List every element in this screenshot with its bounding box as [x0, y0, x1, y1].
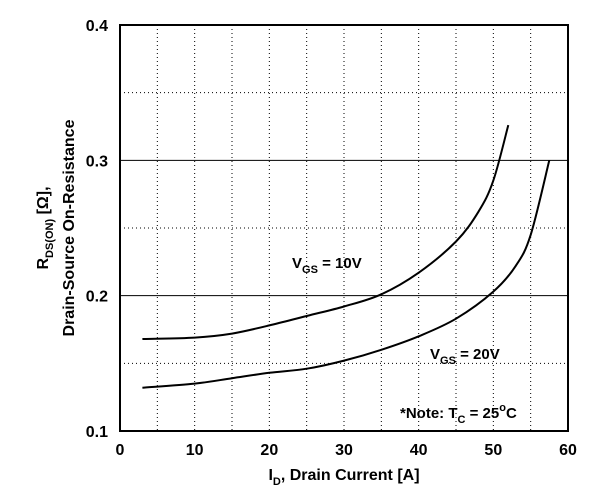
grid: [120, 25, 568, 431]
x-axis-title: ID, Drain Current [A]: [268, 467, 419, 488]
y-tick-labels: 0.1 0.2 0.3 0.4: [86, 18, 108, 441]
x-tick-label: 50: [484, 442, 502, 459]
x-tick-label: 60: [559, 442, 577, 459]
y-tick-label: 0.3: [86, 153, 108, 170]
note-annotation: *Note: TC = 25oC: [400, 402, 517, 426]
curve-vgs-10v: [142, 124, 510, 340]
y-axis-title-line1: RDS(ON) [Ω],: [35, 186, 56, 269]
series-label-vgs-10v: VGS = 10V: [292, 255, 362, 276]
y-tick-label: 0.1: [86, 424, 108, 441]
y-tick-label: 0.4: [86, 18, 108, 35]
x-tick-label: 20: [260, 442, 278, 459]
x-tick-label: 0: [116, 442, 125, 459]
series-label-vgs-20v: VGS = 20V: [430, 346, 500, 367]
plot-frame: [119, 24, 569, 432]
y-tick-label: 0.2: [86, 289, 108, 306]
curve-vgs-20v: [142, 160, 551, 389]
x-tick-label: 10: [186, 442, 204, 459]
y-axis-title-line2: Drain-Source On-Resistance: [61, 119, 78, 336]
curves: [142, 124, 551, 389]
x-tick-label: 40: [410, 442, 428, 459]
x-tick-labels: 0 10 20 30 40 50 60: [116, 442, 577, 459]
x-tick-label: 30: [335, 442, 353, 459]
